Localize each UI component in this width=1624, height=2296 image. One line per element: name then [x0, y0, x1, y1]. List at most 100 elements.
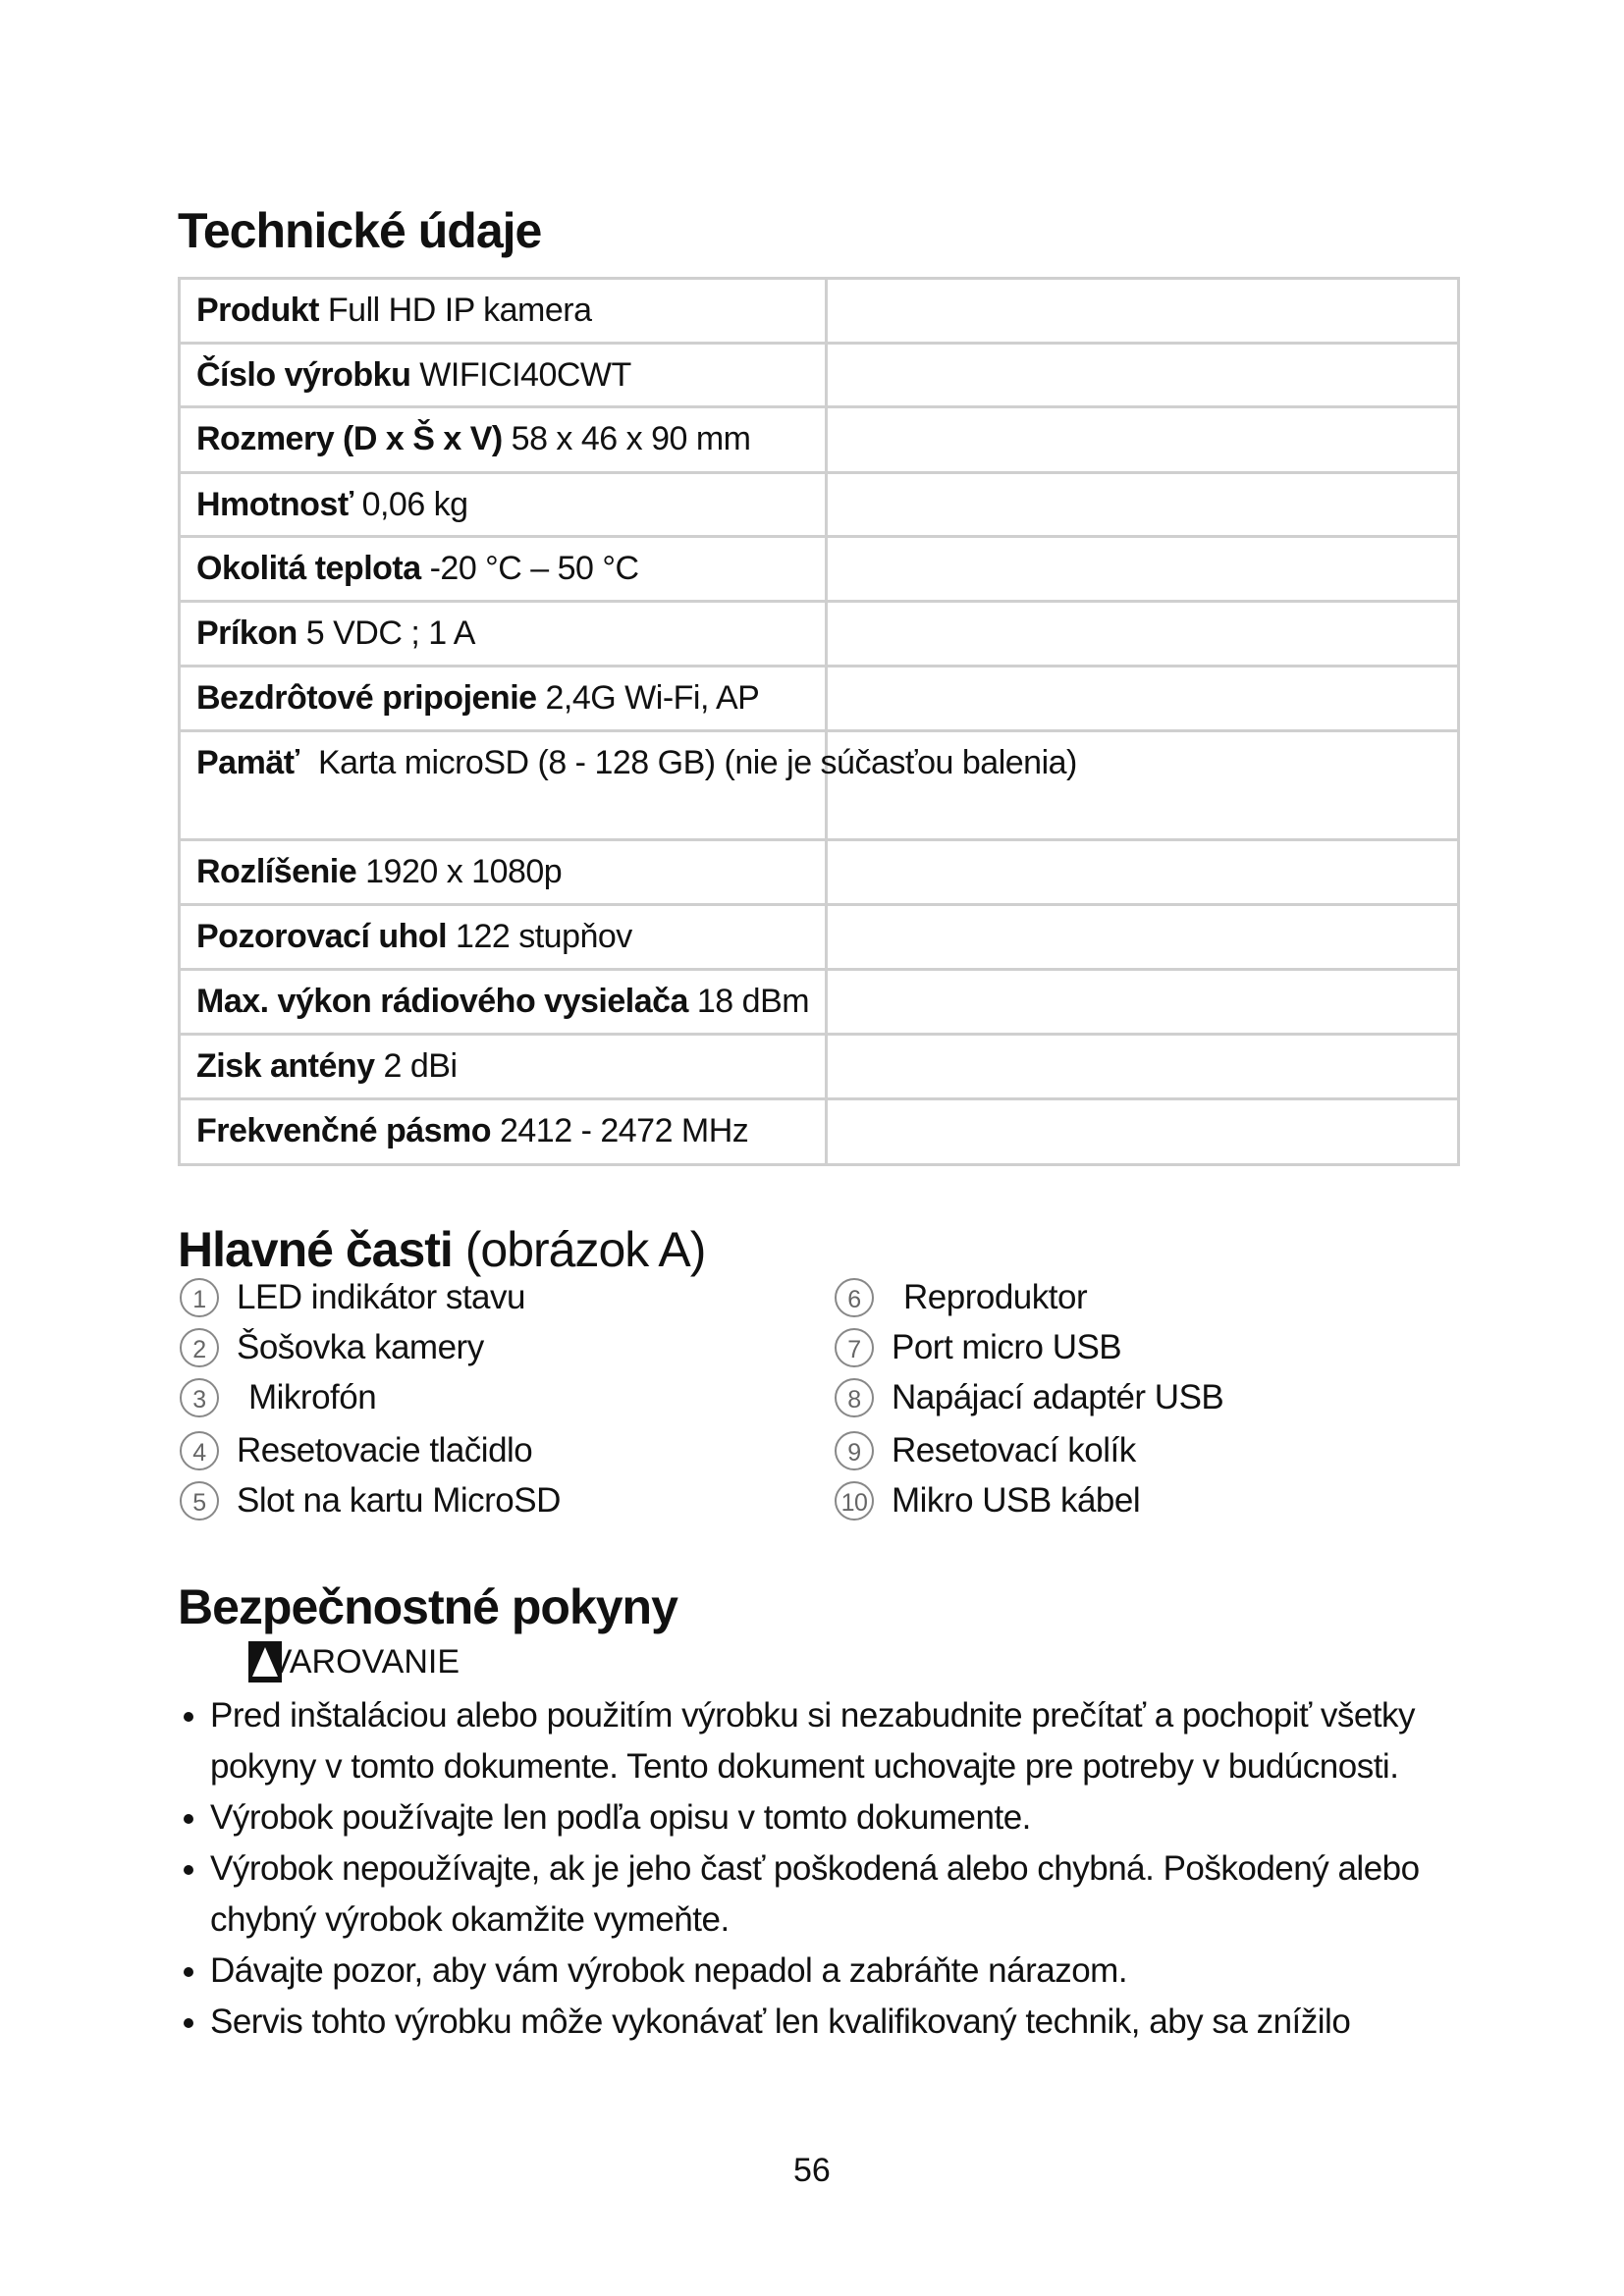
list-item: Výrobok používajte len podľa opisu v tom…	[210, 1792, 1506, 1843]
spec-label: Rozmery (D x Š x V)	[196, 420, 503, 457]
safety-title: Bezpečnostné pokyny	[178, 1579, 678, 1634]
spec-cell: Rozmery (D x Š x V) 58 x 46 x 90 mm	[177, 405, 829, 474]
warning-text: VAROVANIE	[269, 1642, 460, 1681]
spec-label: Číslo výrobku	[196, 356, 411, 394]
spec-cell: Rozlíšenie 1920 x 1080p	[177, 838, 829, 906]
table-row: Číslo výrobku WIFICI40CWT	[177, 342, 1460, 408]
number-circle-icon: 6	[835, 1278, 874, 1317]
part-label: Resetovací kolík	[892, 1431, 1136, 1469]
part-label: Port micro USB	[892, 1328, 1122, 1366]
table-row: Pamäť Karta microSD (8 - 128 GB) (nie je…	[177, 729, 1460, 841]
spec-cell: Pozorovací uhol 122 stupňov	[177, 903, 829, 971]
spec-value: 18 dBm	[696, 983, 810, 1020]
page-number: 56	[793, 2152, 831, 2189]
table-row: Zisk antény 2 dBi	[177, 1033, 1460, 1100]
part-label: Napájací adaptér USB	[892, 1378, 1224, 1416]
number-circle-icon: 2	[180, 1328, 219, 1367]
spec-cell: Hmotnosť 0,06 kg	[177, 471, 829, 538]
spec-label: Frekvenčné pásmo	[196, 1112, 492, 1149]
list-item: Pred inštaláciou alebo použitím výrobku …	[210, 1690, 1506, 1792]
spec-label: Okolitá teplota	[196, 550, 421, 587]
part-label: Mikro USB kábel	[892, 1481, 1141, 1520]
list-item: Výrobok nepoužívajte, ak je jeho časť po…	[210, 1843, 1506, 1946]
spec-empty-cell	[825, 600, 1460, 667]
table-row: Rozlíšenie 1920 x 1080p	[177, 838, 1460, 906]
number-circle-icon: 1	[180, 1278, 219, 1317]
spec-label: Hmotnosť	[196, 486, 353, 523]
spec-value: 58 x 46 x 90 mm	[511, 420, 751, 457]
spec-value: Full HD IP kamera	[327, 292, 592, 329]
spec-empty-cell	[825, 342, 1460, 408]
table-row: Bezdrôtové pripojenie 2,4G Wi-Fi, AP	[177, 665, 1460, 732]
parts-title-text: Hlavné časti	[178, 1222, 454, 1277]
table-row: Frekvenčné pásmo 2412 - 2472 MHz	[177, 1097, 1460, 1166]
spec-empty-cell	[825, 729, 1460, 841]
spec-value: WIFICI40CWT	[419, 356, 631, 394]
spec-cell: Číslo výrobku WIFICI40CWT	[177, 342, 829, 408]
spec-empty-cell	[825, 277, 1460, 345]
spec-value: 2412 - 2472 MHz	[499, 1112, 749, 1149]
part-item: 2 Šošovka kamery	[180, 1328, 484, 1367]
spec-cell: Príkon 5 VDC ; 1 A	[177, 600, 829, 667]
spec-label: Bezdrôtové pripojenie	[196, 679, 537, 717]
warning-triangle-icon	[247, 1641, 282, 1682]
number-circle-icon: 9	[835, 1431, 874, 1470]
spec-label: Max. výkon rádiového vysielača	[196, 983, 688, 1020]
part-label: Mikrofón	[248, 1378, 377, 1416]
spec-cell: Zisk antény 2 dBi	[177, 1033, 829, 1100]
table-row: Max. výkon rádiového vysielača 18 dBm	[177, 968, 1460, 1036]
spec-empty-cell	[825, 405, 1460, 474]
number-circle-icon: 5	[180, 1481, 219, 1521]
part-item: 7 Port micro USB	[835, 1328, 1122, 1367]
spec-cell: Produkt Full HD IP kamera	[177, 277, 829, 345]
spec-cell: Bezdrôtové pripojenie 2,4G Wi-Fi, AP	[177, 665, 829, 732]
specs-table: Produkt Full HD IP kamera Číslo výrobku W…	[177, 277, 1460, 1166]
spec-cell: Max. výkon rádiového vysielača 18 dBm	[177, 968, 829, 1036]
spec-value: 0,06 kg	[361, 486, 469, 523]
spec-value: -20 °C – 50 °C	[429, 550, 639, 587]
spec-empty-cell	[825, 1097, 1460, 1166]
spec-label: Produkt	[196, 292, 319, 329]
spec-empty-cell	[825, 665, 1460, 732]
spec-empty-cell	[825, 903, 1460, 971]
table-row: Príkon 5 VDC ; 1 A	[177, 600, 1460, 667]
spec-value: Karta microSD (8 - 128 GB) (nie je súčas…	[318, 744, 1077, 781]
spec-value: 122 stupňov	[456, 918, 632, 955]
part-label: Resetovacie tlačidlo	[237, 1431, 533, 1469]
spec-value: 5 VDC ; 1 A	[305, 614, 476, 652]
parts-title: Hlavné časti (obrázok A)	[178, 1221, 706, 1278]
spec-label: Zisk antény	[196, 1047, 375, 1085]
part-item: 4 Resetovacie tlačidlo	[180, 1431, 533, 1470]
spec-empty-cell	[825, 968, 1460, 1036]
list-item: Servis tohto výrobku môže vykonávať len …	[210, 1997, 1506, 2048]
spec-empty-cell	[825, 535, 1460, 603]
part-label: Šošovka kamery	[237, 1328, 484, 1366]
spec-label: Pamäť	[196, 744, 299, 781]
part-item: 1 LED indikátor stavu	[180, 1278, 525, 1317]
spec-empty-cell	[825, 838, 1460, 906]
spec-value: 2 dBi	[383, 1047, 459, 1085]
number-circle-icon: 4	[180, 1431, 219, 1470]
table-row: Okolitá teplota -20 °C – 50 °C	[177, 535, 1460, 603]
part-label: Reproduktor	[903, 1278, 1088, 1316]
part-item: 8 Napájací adaptér USB	[835, 1378, 1224, 1417]
spec-cell: Pamäť Karta microSD (8 - 128 GB) (nie je…	[177, 729, 1077, 841]
spec-value: 1920 x 1080p	[365, 853, 563, 890]
safety-list: Pred inštaláciou alebo použitím výrobku …	[167, 1690, 1506, 2048]
number-circle-icon: 10	[835, 1481, 874, 1521]
number-circle-icon: 3	[180, 1378, 219, 1417]
warning-label: V VAROVANIE	[234, 1641, 460, 1682]
part-label: Slot na kartu MicroSD	[237, 1481, 561, 1520]
list-item: Dávajte pozor, aby vám výrobok nepadol a…	[210, 1946, 1506, 1997]
spec-label: Príkon	[196, 614, 298, 652]
table-row: Pozorovací uhol 122 stupňov	[177, 903, 1460, 971]
table-row: Rozmery (D x Š x V) 58 x 46 x 90 mm	[177, 405, 1460, 474]
table-row: Hmotnosť 0,06 kg	[177, 471, 1460, 538]
specs-title: Technické údaje	[178, 203, 542, 258]
spec-value: 2,4G Wi-Fi, AP	[545, 679, 760, 717]
spec-cell: Okolitá teplota -20 °C – 50 °C	[177, 535, 829, 603]
number-circle-icon: 8	[835, 1378, 874, 1417]
part-item: 5 Slot na kartu MicroSD	[180, 1481, 561, 1521]
spec-cell: Frekvenčné pásmo 2412 - 2472 MHz	[177, 1097, 829, 1166]
spec-label: Pozorovací uhol	[196, 918, 448, 955]
